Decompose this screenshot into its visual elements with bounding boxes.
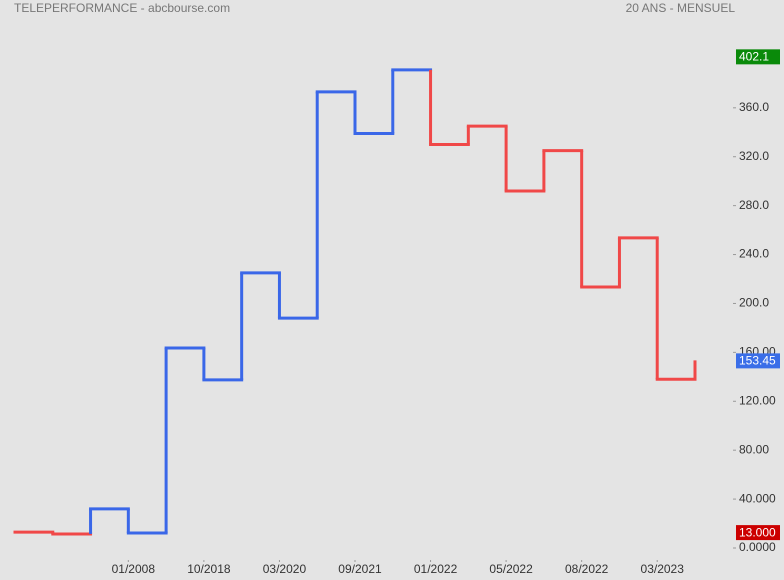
x-tick-label: 05/2022 (489, 562, 533, 576)
y-tick-label: 360.0 (739, 100, 769, 114)
y-tick-label: 200.0 (739, 296, 769, 310)
y-tick-label: 120.00 (739, 393, 776, 407)
chart-subtitle: 20 ANS - MENSUEL (626, 1, 736, 15)
price-badge-label: 153.45 (739, 354, 776, 368)
y-tick-label: 240.0 (739, 247, 769, 261)
x-tick-label: 03/2023 (641, 562, 685, 576)
y-tick-label: 280.0 (739, 198, 769, 212)
price-badge-label: 402.1 (739, 50, 769, 64)
price-badge (736, 353, 780, 369)
y-tick-label: 40.000 (739, 491, 776, 505)
x-tick-label: 01/2008 (112, 562, 156, 576)
x-tick-label: 10/2018 (187, 562, 231, 576)
y-tick-label: 80.00 (739, 442, 769, 456)
price-badge (736, 525, 780, 541)
chart-title: TELEPERFORMANCE - abcbourse.com (14, 1, 230, 15)
price-badge (736, 49, 780, 65)
y-tick-label: 0.0000 (739, 540, 776, 554)
x-tick-label: 09/2021 (338, 562, 382, 576)
price-badge-label: 13.000 (739, 525, 776, 539)
x-tick-label: 01/2022 (414, 562, 458, 576)
y-tick-label: 320.0 (739, 149, 769, 163)
x-tick-label: 03/2020 (263, 562, 307, 576)
x-tick-label: 08/2022 (565, 562, 609, 576)
